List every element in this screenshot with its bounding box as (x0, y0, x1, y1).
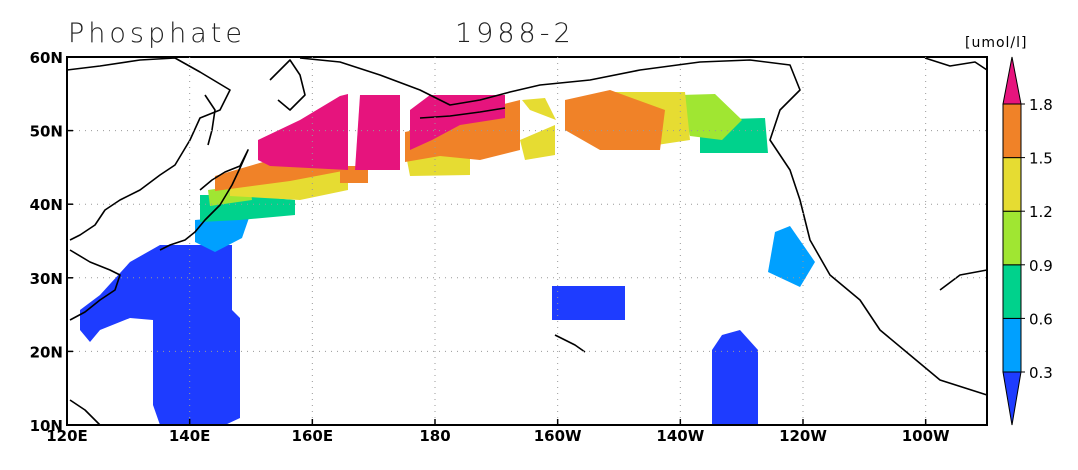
lon-tick-label: 120W (779, 427, 827, 445)
phosphate-field (80, 90, 815, 425)
region (712, 330, 758, 425)
region (565, 90, 665, 150)
lon-tick-label: 140W (656, 427, 704, 445)
colorbar-label: 1.2 (1029, 203, 1053, 221)
region (340, 166, 368, 183)
coastlines (66, 57, 988, 426)
colorbar-segment (1002, 103, 1022, 159)
lon-tick-label: 120E (46, 427, 88, 445)
lat-tick-label: 10N (30, 417, 63, 435)
region (522, 98, 556, 120)
colorbar-label: 1.5 (1029, 150, 1053, 168)
map-frame (66, 56, 988, 426)
colorbar-label: 1.8 (1029, 96, 1053, 114)
region (552, 286, 625, 320)
lon-tick-label: 160E (292, 427, 334, 445)
region (258, 94, 348, 170)
region (410, 95, 505, 150)
colorbar-segment (1002, 210, 1022, 266)
colorbar-label: 0.6 (1029, 310, 1053, 328)
region (355, 95, 400, 170)
lat-tick-label: 60N (30, 49, 63, 67)
lon-tick-label: 100W (902, 427, 950, 445)
period: 1988-2 (455, 18, 575, 49)
colorbar-segment (1002, 371, 1022, 426)
region (520, 125, 555, 160)
lat-tick-label: 30N (30, 270, 63, 288)
colorbar-segment (1002, 56, 1022, 105)
lat-tick-label: 20N (30, 343, 63, 361)
colorbar-segment (1002, 264, 1022, 319)
title: Phosphate (68, 18, 246, 49)
colorbar-label: 0.9 (1029, 257, 1053, 275)
region (80, 245, 240, 425)
colorbar-segment (1002, 157, 1022, 212)
region (680, 94, 742, 140)
unit-label: [umol/l] (965, 35, 1028, 51)
lat-tick-label: 50N (30, 123, 63, 141)
lon-tick-label: 140E (169, 427, 211, 445)
colorbar-label: 0.3 (1029, 364, 1053, 382)
colorbar-segment (1002, 317, 1022, 373)
region (195, 215, 250, 252)
lon-tick-label: 160W (534, 427, 582, 445)
lon-tick-label: 180 (419, 427, 450, 445)
region (768, 226, 815, 287)
lat-tick-label: 40N (30, 196, 63, 214)
colorbar: 0.3 0.6 0.9 1.2 1.5 1.8 (1002, 56, 1053, 426)
